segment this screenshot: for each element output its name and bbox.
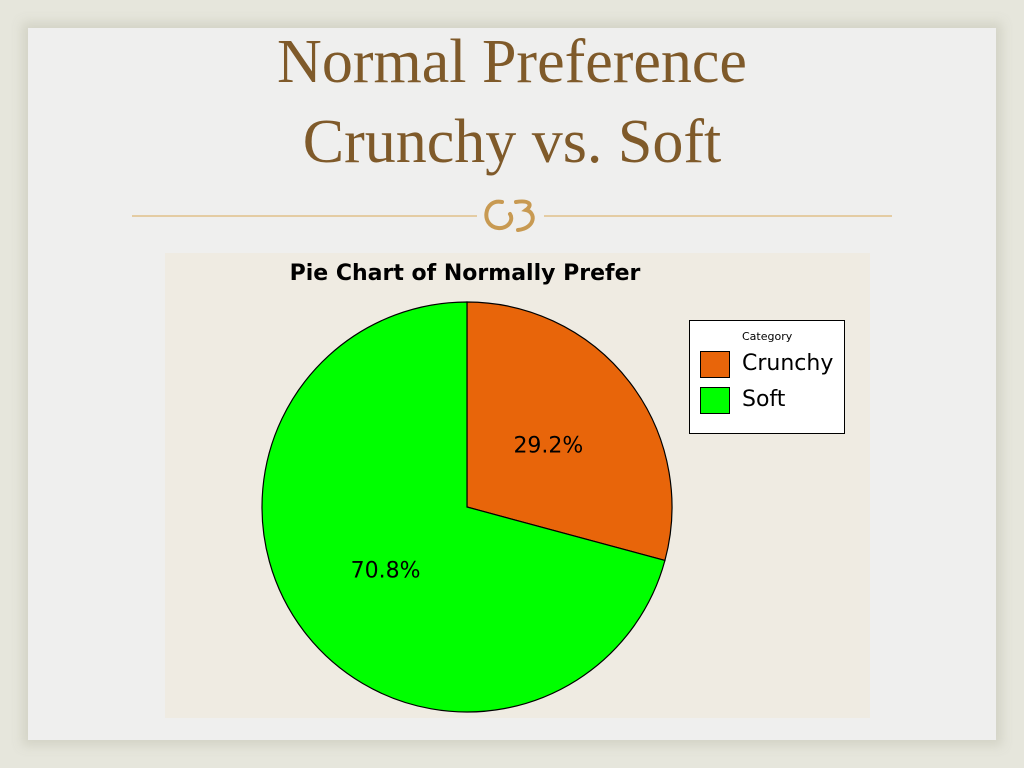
chart-panel: 29.2% 70.8% Pie Chart of Normally Prefer … [165, 253, 870, 718]
legend-swatch-soft [700, 387, 730, 414]
pie-label-soft: 70.8% [351, 558, 421, 583]
pie-slice-crunchy [466, 301, 673, 562]
ornament-icon [484, 199, 535, 232]
legend-title: Category [742, 330, 793, 343]
chart-title: Pie Chart of Normally Prefer [289, 261, 641, 286]
pie-slice-soft [261, 301, 666, 713]
legend-item-crunchy: Crunchy [700, 351, 846, 381]
legend-label-soft: Soft [742, 387, 786, 412]
slide-title-line-1: Normal Preference [277, 28, 747, 96]
legend-label-crunchy: Crunchy [742, 351, 834, 376]
title-divider [132, 199, 892, 232]
slide-title-line-2: Crunchy vs. Soft [302, 108, 722, 176]
pie-label-crunchy: 29.2% [513, 434, 583, 459]
legend-swatch-crunchy [700, 351, 730, 378]
slide-title: Normal Preference Crunchy vs. Soft [0, 22, 1024, 182]
pie-chart: 29.2% 70.8% [261, 301, 673, 713]
chart-legend: Category Crunchy Soft [689, 320, 845, 434]
legend-item-soft: Soft [700, 387, 846, 417]
